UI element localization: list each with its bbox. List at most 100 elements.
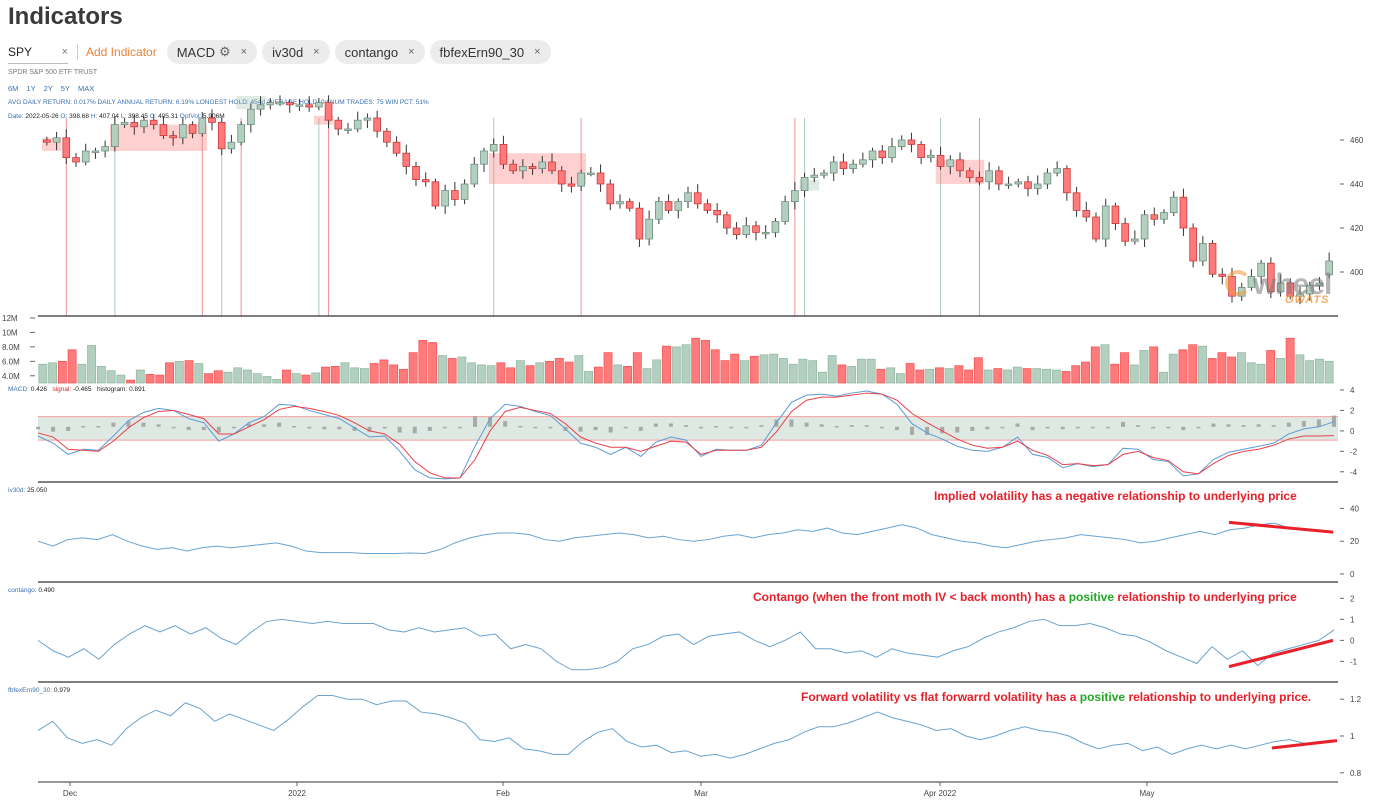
candle [344, 128, 352, 131]
histogram-bar [1090, 426, 1095, 429]
volume-bar [652, 359, 662, 384]
histogram-bar [1286, 422, 1291, 427]
position-band [314, 115, 334, 125]
volume-bar [681, 344, 691, 384]
candle [567, 183, 576, 187]
candle [130, 122, 139, 128]
volume-bar [1217, 352, 1227, 384]
candle [1082, 209, 1091, 218]
candle [897, 139, 906, 147]
volume-bar [408, 352, 418, 384]
histogram-bar [1181, 426, 1186, 431]
forward-vol-annotation: Forward volatility vs flat forwarrd vola… [801, 690, 1311, 704]
candle [1199, 242, 1207, 262]
volume-bar [730, 353, 740, 384]
volume-bar [447, 358, 457, 384]
macd-legend: MACD: 0.426 signal: -0.465 histogram: 0.… [8, 386, 145, 393]
ticker-clear-icon[interactable]: × [61, 45, 68, 58]
candle [315, 102, 323, 108]
x-tick-label: May [1139, 789, 1154, 798]
candle [266, 102, 275, 106]
histogram-bar [1136, 425, 1141, 427]
range-6m[interactable]: 6M [8, 84, 19, 93]
chip-macd[interactable]: MACD ⚙ × [166, 40, 258, 64]
candle [985, 170, 993, 183]
low-key: L: [120, 113, 127, 120]
y-tick-label: 400 [1350, 268, 1364, 277]
candle [285, 102, 294, 106]
chip-fbfexern90-30[interactable]: fbfexErn90_30 × [429, 40, 551, 64]
histogram-bar [1121, 421, 1126, 427]
chip-contango[interactable]: contango × [334, 40, 425, 64]
close-icon[interactable]: × [534, 46, 541, 58]
candle [91, 150, 100, 153]
candle [480, 150, 488, 165]
range-2y[interactable]: 2Y [43, 84, 53, 93]
histogram-bar [940, 426, 945, 434]
y-tick-label: 1 [1350, 732, 1355, 741]
x-tick-label: Mar [694, 789, 708, 798]
range-max[interactable]: MAX [77, 84, 95, 93]
y-tick-label: 0.8 [1350, 769, 1362, 778]
volume-bar [1178, 349, 1188, 384]
close-icon[interactable]: × [408, 46, 415, 58]
histogram-bar [36, 426, 40, 430]
chip-label: fbfexErn90_30 [439, 44, 525, 60]
volume-bar [282, 369, 291, 384]
volume-bar [1168, 353, 1178, 384]
volume-bar [1120, 352, 1129, 384]
close-value: 405.31 [158, 113, 178, 120]
candle [528, 165, 537, 169]
ticker-input[interactable]: SPY × [8, 41, 68, 64]
trend-line-annotation [1228, 520, 1334, 534]
add-indicator-button[interactable]: Add Indicator [86, 45, 157, 59]
volume-bar [525, 365, 535, 384]
x-tick-label: Apr 2022 [924, 789, 957, 798]
candle [800, 176, 809, 191]
candle [305, 104, 313, 108]
candle [441, 190, 449, 207]
histogram-bar [66, 426, 71, 431]
candle [1208, 242, 1217, 275]
candle [1305, 284, 1314, 295]
candle [1101, 205, 1110, 240]
candle [781, 201, 789, 222]
volume-bar [749, 355, 759, 384]
macd-key: MACD: [8, 386, 29, 393]
candle [159, 124, 168, 136]
volume-bar [1129, 364, 1139, 384]
y-tick-label: -1 [1350, 657, 1358, 666]
histogram-bar [1030, 426, 1035, 431]
volume-bar [106, 370, 116, 384]
candle [1286, 282, 1295, 297]
fbfex-line [37, 695, 1335, 759]
chip-iv30d[interactable]: iv30d × [262, 40, 330, 64]
candle [470, 163, 479, 185]
histogram-bar [729, 426, 734, 429]
volume-bar [584, 371, 593, 384]
histogram-bar [864, 425, 869, 427]
range-1y[interactable]: 1Y [26, 84, 36, 93]
candle [713, 209, 721, 216]
candle [1092, 216, 1100, 240]
volume-bar [486, 365, 496, 384]
volume-bar [174, 360, 184, 384]
close-icon[interactable]: × [313, 46, 320, 58]
volume-bar [1042, 368, 1051, 384]
volume-bar [613, 364, 623, 384]
gear-icon[interactable]: ⚙ [219, 44, 231, 59]
histogram-bar [653, 423, 658, 427]
histogram-bar [1060, 426, 1065, 430]
candle [829, 161, 838, 174]
histogram-bar [744, 426, 749, 429]
candle [451, 190, 459, 200]
volume-bar [671, 346, 681, 384]
histogram-bar [518, 425, 523, 428]
volume-bar [915, 369, 925, 384]
range-5y[interactable]: 5Y [60, 84, 70, 93]
candle [217, 122, 226, 150]
histogram-bar [578, 426, 583, 432]
y-tick-label: 4.0M [2, 372, 20, 381]
close-icon[interactable]: × [240, 46, 248, 58]
